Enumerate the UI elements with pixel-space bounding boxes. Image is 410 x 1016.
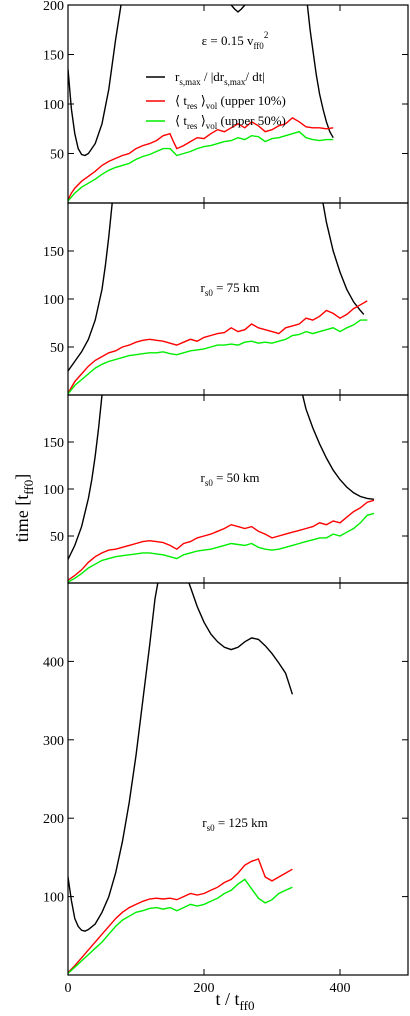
panel-3: 50 100 150 rs0 = 50 km xyxy=(43,394,409,584)
series-line-black xyxy=(68,395,103,560)
y-axis-label: time [tff0] xyxy=(12,474,36,542)
y-tick-label: 300 xyxy=(43,734,64,749)
plot-frame xyxy=(67,394,409,584)
panel-annotation: rs0 = 125 km xyxy=(202,815,268,833)
y-tick-label: 50 xyxy=(50,530,64,545)
y-tick-label: 50 xyxy=(50,341,64,356)
panel-annotation: rs0 = 50 km xyxy=(200,470,259,488)
x-axis-label: t / tff0 xyxy=(216,989,255,1013)
y-tick-label: 150 xyxy=(43,436,64,451)
series-line-green xyxy=(68,878,293,974)
y-tick-label: 100 xyxy=(43,891,64,906)
series-line-red xyxy=(68,117,334,201)
series-line-black xyxy=(322,203,365,315)
legend: rs,max / |drs,max/ dt| ⟨ tres ⟩vol (uppe… xyxy=(146,69,286,131)
panel-4: 100 200 300 400 0 200 400 rs0 = 125 km xyxy=(43,582,409,996)
series-line-black xyxy=(306,5,334,139)
series-line-red xyxy=(68,499,375,581)
y-tick-label: 400 xyxy=(43,655,64,670)
plot-frame xyxy=(67,202,409,396)
series-line-black xyxy=(301,395,375,500)
x-tick-label: 400 xyxy=(330,981,351,996)
series-line-black xyxy=(68,203,113,372)
panel-annotation: rs0 = 75 km xyxy=(200,280,259,298)
y-tick-label: 100 xyxy=(43,98,64,113)
series-line-black xyxy=(68,583,159,932)
series-line-red xyxy=(68,300,368,394)
legend-label-red: ⟨ tres ⟩vol (upper 10%) xyxy=(175,93,286,111)
panel-2: 50 100 150 rs0 = 75 km xyxy=(43,202,409,396)
series-line-green xyxy=(68,130,334,202)
series-line-green xyxy=(68,512,375,583)
series-line-black xyxy=(68,5,122,157)
series-line-black xyxy=(188,583,294,695)
y-tick-label: 50 xyxy=(50,148,64,163)
y-tick-label: 100 xyxy=(43,483,64,498)
y-tick-label: 200 xyxy=(43,0,64,14)
x-tick-label: 200 xyxy=(194,981,215,996)
y-tick-label: 200 xyxy=(43,812,64,827)
y-tick-label: 150 xyxy=(43,245,64,260)
panel-1: 50 100 150 200 ε = 0.15 vff02 xyxy=(43,0,409,204)
x-tick-label: 0 xyxy=(65,981,72,996)
series-line-red xyxy=(68,858,293,974)
y-tick-label: 150 xyxy=(43,49,64,64)
legend-label-green: ⟨ tres ⟩vol (upper 50%) xyxy=(175,113,286,131)
y-tick-label: 100 xyxy=(43,293,64,308)
legend-label-black: rs,max / |drs,max/ dt| xyxy=(175,69,265,87)
panel-annotation: ε = 0.15 vff02 xyxy=(202,30,269,51)
series-line-black xyxy=(230,5,246,13)
plot-frame xyxy=(67,582,409,976)
series-line-green xyxy=(68,319,368,395)
